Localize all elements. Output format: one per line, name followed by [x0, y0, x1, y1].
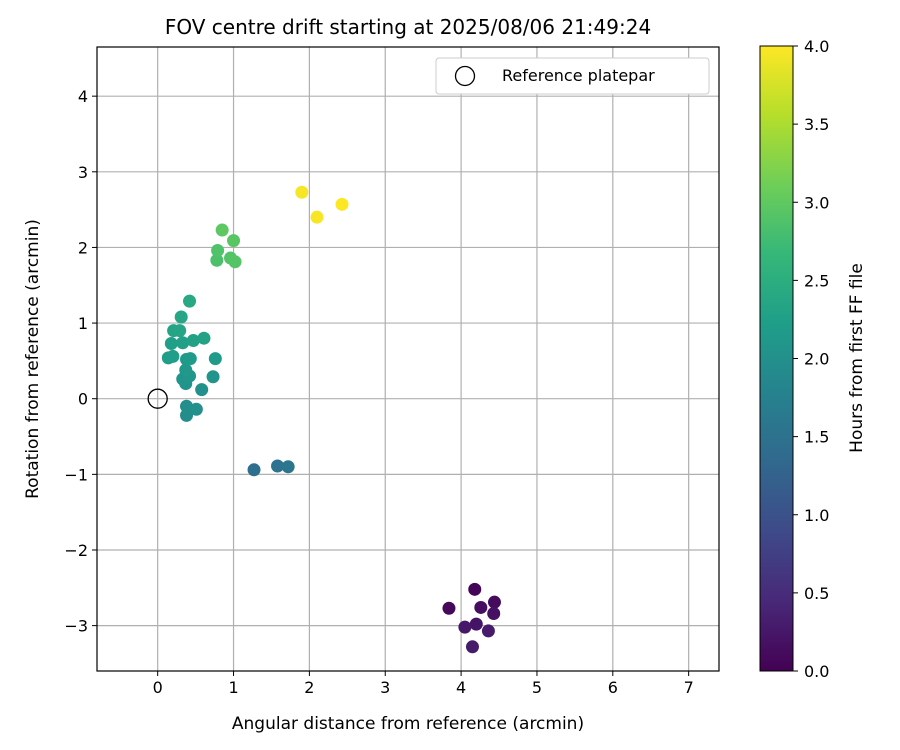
scatter-point — [189, 402, 203, 416]
scatter-points — [147, 185, 501, 654]
scatter-point — [180, 408, 194, 422]
scatter-point — [179, 363, 193, 377]
colorbar-tick-label: 2.0 — [804, 350, 829, 369]
grid-lines — [97, 47, 719, 671]
x-tick-label: 7 — [684, 678, 694, 697]
colorbar-tick-label: 1.0 — [804, 506, 829, 525]
colorbar-tick-label: 0.5 — [804, 584, 829, 603]
scatter-point — [183, 294, 197, 308]
reference-platepar-marker — [147, 388, 168, 409]
chart-title: FOV centre drift starting at 2025/08/06 … — [165, 15, 651, 39]
x-tick-label: 3 — [380, 678, 390, 697]
y-tick-label: −1 — [64, 465, 88, 484]
scatter-point — [271, 459, 285, 473]
x-tick-label: 0 — [153, 678, 163, 697]
colorbar-tick-label: 2.5 — [804, 271, 829, 290]
scatter-point — [173, 324, 187, 338]
scatter-point — [310, 210, 324, 224]
x-tick-label: 2 — [304, 678, 314, 697]
plot-frame — [96, 46, 720, 672]
scatter-point — [474, 600, 488, 614]
scatter-point — [208, 352, 222, 366]
colorbar-label: Hours from first FF file — [847, 263, 867, 453]
y-tick-label: 1 — [78, 314, 88, 333]
scatter-point — [465, 640, 479, 654]
colorbar-tick-label: 1.5 — [804, 428, 829, 447]
scatter-point — [211, 243, 225, 257]
y-tick-label: 4 — [78, 87, 88, 106]
scatter-point — [197, 331, 211, 345]
colorbar-tick-label: 3.5 — [804, 115, 829, 134]
scatter-point — [166, 349, 180, 363]
y-tick-label: −3 — [64, 617, 88, 636]
scatter-point — [215, 223, 229, 237]
colorbar-tick-label: 0.0 — [804, 662, 829, 681]
y-tick-label: −2 — [64, 541, 88, 560]
scatter-point — [174, 310, 188, 324]
legend-reference-marker-icon — [454, 65, 476, 87]
legend: Reference platepar — [435, 57, 710, 95]
scatter-point — [487, 607, 501, 621]
scatter-point — [186, 333, 200, 347]
y-tick-label: 0 — [78, 390, 88, 409]
scatter-point — [176, 336, 190, 350]
colorbar-tick-label: 3.0 — [804, 193, 829, 212]
scatter-point — [335, 197, 349, 211]
scatter-point — [164, 336, 178, 350]
scatter-point — [481, 624, 495, 638]
scatter-point — [183, 352, 197, 366]
y-tick-label: 2 — [78, 238, 88, 257]
colorbar-ticks: 0.0 0.5 1.0 1.5 2.0 2.5 3.0 3.5 4.0 — [793, 37, 829, 681]
scatter-point — [247, 463, 261, 477]
scatter-point — [228, 255, 242, 269]
x-tick-label: 1 — [228, 678, 238, 697]
scatter-point — [469, 617, 483, 631]
colorbar-gradient — [759, 45, 794, 672]
x-tick-label: 4 — [456, 678, 466, 697]
scatter-point — [195, 383, 209, 397]
y-axis-label: Rotation from reference (arcmin) — [23, 219, 43, 499]
scatter-point — [487, 595, 501, 609]
scatter-point — [295, 185, 309, 199]
scatter-point — [442, 601, 456, 615]
x-tick-label: 5 — [532, 678, 542, 697]
scatter-point — [206, 370, 220, 384]
scatter-point — [210, 253, 224, 267]
colorbar: 0.0 0.5 1.0 1.5 2.0 2.5 3.0 3.5 4.0 Hours from f… — [759, 37, 867, 681]
scatter-point — [468, 582, 482, 596]
scatter-point — [180, 399, 194, 413]
y-tick-label: 3 — [78, 163, 88, 182]
axis-ticks: 0 1 2 3 4 5 6 7 −3 −2 −1 0 1 2 3 4 — [64, 87, 693, 697]
scatter-point — [458, 620, 472, 634]
colorbar-tick-label: 4.0 — [804, 37, 829, 56]
scatter-point — [227, 234, 241, 248]
scatter-point — [281, 460, 295, 474]
legend-entry-reference: Reference platepar — [502, 66, 655, 85]
x-axis-label: Angular distance from reference (arcmin) — [232, 714, 584, 734]
legend-box — [435, 57, 710, 95]
x-tick-label: 6 — [608, 678, 618, 697]
